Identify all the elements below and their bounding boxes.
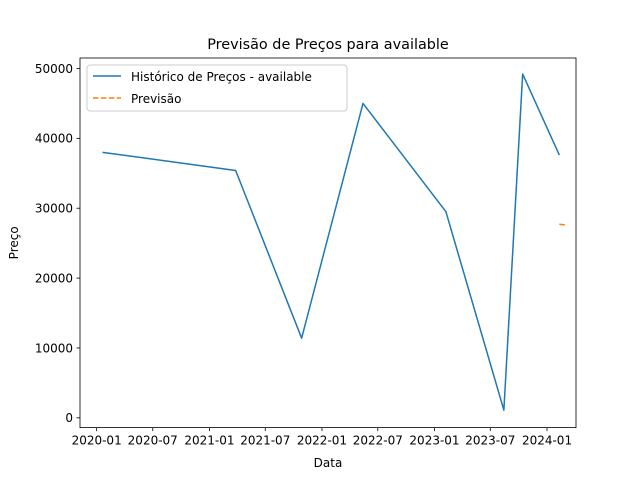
x-tick-label: 2021-07 — [240, 434, 290, 448]
legend-label-history: Histórico de Preços - available — [131, 70, 312, 84]
plot-area — [79, 57, 577, 429]
series-layer — [102, 73, 567, 411]
y-tick-label: 20000 — [35, 271, 73, 285]
x-tick-label: 2023-07 — [465, 434, 515, 448]
y-axis: 0 10000 20000 30000 40000 50000 — [35, 62, 80, 425]
y-tick-label: 30000 — [35, 202, 73, 216]
y-tick-label: 10000 — [35, 341, 73, 355]
x-tick-label: 2022-07 — [353, 434, 403, 448]
x-tick-label: 2020-07 — [128, 434, 178, 448]
x-tick-label: 2023-01 — [409, 434, 459, 448]
series-line-0 — [102, 73, 561, 411]
legend: Histórico de Preços - available Previsão — [86, 64, 348, 112]
y-tick-label: 0 — [65, 411, 73, 425]
y-axis-label: Preço — [7, 226, 21, 259]
x-tick-label: 2021-01 — [184, 434, 234, 448]
chart-title: Previsão de Preços para available — [207, 37, 449, 53]
x-axis-label: Data — [314, 456, 343, 470]
legend-frame — [86, 64, 348, 112]
x-axis: 2020-01 2020-07 2021-01 2021-07 2022-01 2022-… — [72, 427, 572, 448]
y-tick-label: 50000 — [35, 62, 73, 76]
legend-label-forecast: Previsão — [131, 92, 181, 106]
series-line-1 — [559, 223, 567, 226]
x-tick-label: 2022-01 — [297, 434, 347, 448]
x-tick-label: 2024-01 — [522, 434, 572, 448]
y-tick-label: 40000 — [35, 132, 73, 146]
x-tick-label: 2020-01 — [72, 434, 122, 448]
